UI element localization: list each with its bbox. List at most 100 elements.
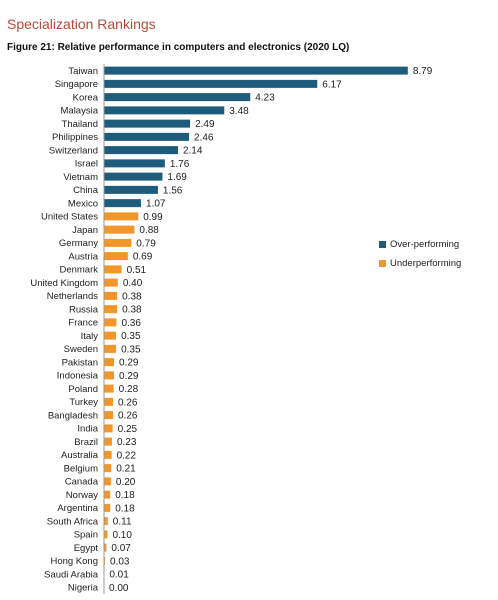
category-label: Egypt — [74, 543, 99, 554]
bar — [104, 450, 112, 459]
bar — [104, 543, 107, 552]
category-label: Korea — [73, 92, 99, 103]
category-label: Austria — [68, 251, 98, 262]
bar — [104, 119, 191, 128]
value-label: 1.56 — [163, 185, 183, 196]
value-label: 2.49 — [195, 119, 215, 130]
category-label: Malaysia — [61, 106, 99, 117]
bar — [104, 331, 117, 340]
bar — [104, 93, 251, 102]
value-label: 0.20 — [116, 477, 136, 488]
bar — [104, 411, 113, 420]
category-label: Switzerland — [49, 145, 98, 156]
bar — [104, 556, 106, 565]
value-label: 0.21 — [116, 464, 136, 475]
category-label: Bangladesh — [48, 410, 98, 421]
bar — [104, 172, 163, 181]
bar — [104, 199, 141, 208]
value-label: 0.18 — [115, 503, 135, 514]
legend-item-underperforming: Underperforming — [379, 257, 461, 269]
value-label: 1.07 — [146, 199, 166, 210]
legend-label-underperforming: Underperforming — [390, 257, 462, 269]
legend-swatch-underperforming — [379, 259, 386, 267]
value-label: 0.38 — [122, 305, 142, 316]
bar — [104, 252, 128, 261]
category-label: Poland — [68, 384, 98, 395]
category-label: Singapore — [55, 79, 98, 90]
value-label: 0.26 — [118, 397, 138, 408]
category-label: Australia — [61, 450, 99, 461]
category-label: Vietnam — [63, 172, 98, 183]
category-label: Israel — [75, 159, 98, 170]
bar — [104, 305, 118, 314]
category-label: Canada — [65, 477, 99, 488]
category-label: Denmark — [59, 265, 98, 276]
bar — [104, 503, 111, 512]
category-label: India — [77, 424, 98, 435]
bar — [104, 318, 117, 327]
category-label: Saudi Arabia — [44, 569, 99, 580]
category-label: South Africa — [47, 516, 99, 527]
legend-item-over-performing: Over-performing — [379, 238, 461, 250]
value-label: 0.26 — [118, 411, 138, 422]
category-label: Germany — [59, 238, 98, 249]
value-label: 0.51 — [127, 265, 147, 276]
bar — [104, 437, 112, 446]
category-label: Argentina — [57, 503, 98, 514]
value-label: 0.69 — [133, 252, 153, 263]
figure-title: Figure 21: Relative performance in compu… — [7, 42, 350, 53]
bar — [104, 106, 225, 115]
category-label: Brazil — [74, 437, 98, 448]
category-label: Thailand — [62, 119, 98, 130]
bar — [104, 291, 118, 300]
value-label: 0.38 — [122, 291, 142, 302]
bar — [104, 225, 135, 234]
category-label: Indonesia — [57, 371, 99, 382]
bar — [104, 424, 113, 433]
bar — [104, 517, 108, 526]
value-label: 0.00 — [109, 583, 129, 594]
legend: Over-performing Underperforming — [379, 238, 461, 276]
value-label: 2.46 — [194, 132, 214, 143]
category-label: Japan — [72, 225, 98, 236]
legend-swatch-over-performing — [379, 240, 386, 248]
bar — [104, 132, 190, 141]
value-label: 8.79 — [413, 66, 433, 77]
bar — [104, 344, 117, 353]
bar — [104, 490, 111, 499]
category-label: Sweden — [64, 344, 98, 355]
category-label: Taiwan — [68, 66, 98, 77]
value-label: 0.40 — [123, 278, 143, 289]
legend-label-over-performing: Over-performing — [390, 238, 460, 250]
category-label: United States — [41, 212, 98, 223]
value-label: 0.29 — [119, 358, 139, 369]
category-label: Netherlands — [47, 291, 98, 302]
category-label: Philippines — [52, 132, 98, 143]
bar — [104, 397, 113, 406]
category-label: United Kingdom — [30, 278, 98, 289]
category-label: Spain — [74, 530, 98, 541]
bar — [104, 185, 158, 194]
category-label: Norway — [66, 490, 98, 501]
value-label: 0.35 — [121, 344, 141, 355]
section-title: Specialization Rankings — [7, 16, 156, 32]
bar — [104, 530, 108, 539]
value-label: 6.17 — [322, 79, 342, 90]
value-label: 0.99 — [143, 212, 163, 223]
bar — [104, 212, 139, 221]
bar — [104, 159, 165, 168]
value-label: 0.88 — [139, 225, 159, 236]
bar — [104, 265, 122, 274]
bar — [104, 358, 115, 367]
category-label: China — [73, 185, 99, 196]
value-label: 0.10 — [112, 530, 132, 541]
value-label: 0.25 — [118, 424, 138, 435]
value-label: 2.14 — [183, 146, 203, 157]
value-label: 0.36 — [121, 318, 141, 329]
value-label: 1.76 — [170, 159, 190, 170]
value-label: 0.79 — [136, 238, 156, 249]
category-label: Pakistan — [62, 357, 98, 368]
bar — [104, 146, 178, 155]
value-label: 0.07 — [111, 543, 131, 554]
